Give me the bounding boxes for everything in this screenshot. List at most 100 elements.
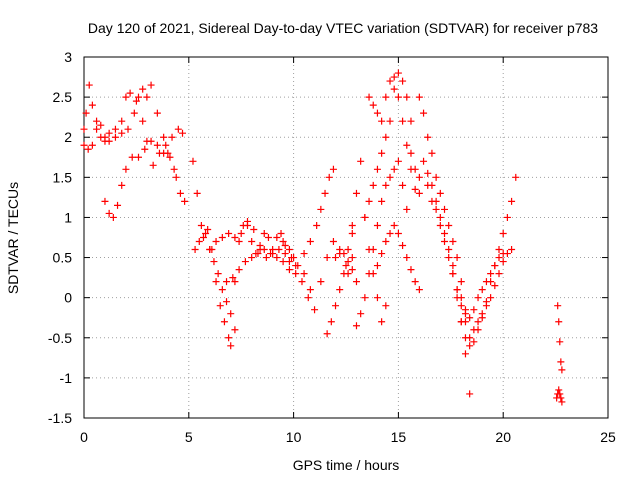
x-tick-labels: 0 5 10 15 20 25 [80, 429, 616, 445]
data-point [214, 270, 222, 278]
data-point [407, 266, 415, 274]
data-point [415, 286, 423, 294]
data-point [382, 133, 390, 141]
data-point [411, 165, 419, 173]
y-tick-label: 2 [64, 129, 72, 145]
data-point [436, 189, 444, 197]
data-point [141, 145, 149, 153]
data-point [344, 258, 352, 266]
data-point [88, 101, 96, 109]
data-point [399, 117, 407, 125]
data-point [285, 246, 293, 254]
data-point [298, 278, 306, 286]
data-point [128, 153, 136, 161]
data-point [323, 330, 331, 338]
data-point [390, 221, 398, 229]
data-point [332, 254, 340, 262]
data-point [204, 225, 212, 233]
data-point [300, 250, 308, 258]
y-tick-label: -1 [60, 370, 73, 386]
data-point [281, 250, 289, 258]
data-point [394, 93, 402, 101]
data-point [369, 181, 377, 189]
y-tick-label: 2.5 [53, 89, 73, 105]
data-point [229, 274, 237, 282]
data-point [555, 318, 563, 326]
data-point [311, 306, 319, 314]
data-point [491, 262, 499, 270]
data-point [235, 266, 243, 274]
data-point [172, 173, 180, 181]
data-point [210, 258, 218, 266]
data-point [275, 246, 283, 254]
data-point [348, 229, 356, 237]
data-point [420, 109, 428, 117]
data-point [248, 254, 256, 262]
data-point [109, 213, 117, 221]
data-point [495, 254, 503, 262]
data-point [348, 221, 356, 229]
data-point [340, 250, 348, 258]
data-point [441, 238, 449, 246]
data-point [285, 266, 293, 274]
data-point [231, 234, 239, 241]
data-point [292, 262, 300, 270]
data-point [105, 209, 113, 217]
data-point [329, 165, 337, 173]
data-point [262, 254, 270, 262]
data-point [558, 398, 566, 406]
data-point [369, 246, 377, 254]
data-point [227, 342, 235, 350]
data-point [457, 278, 465, 286]
data-point [436, 221, 444, 229]
data-point [390, 165, 398, 173]
data-point [411, 185, 419, 193]
data-point [432, 173, 440, 181]
data-point [403, 254, 411, 262]
data-point [348, 254, 356, 262]
data-point [382, 238, 390, 246]
data-point [482, 298, 490, 306]
data-point [352, 189, 360, 197]
x-tick-label: 15 [391, 429, 407, 445]
data-point [292, 270, 300, 278]
data-point [132, 97, 140, 105]
y-tick-label: 0 [64, 290, 72, 306]
data-point [300, 270, 308, 278]
x-tick-label: 10 [286, 429, 302, 445]
data-point [323, 254, 331, 262]
data-point [336, 286, 344, 294]
data-point [191, 246, 199, 254]
data-point [445, 254, 453, 262]
data-point [327, 318, 335, 326]
data-point [428, 149, 436, 157]
data-point [168, 133, 176, 141]
data-point [399, 242, 407, 250]
data-point [441, 229, 449, 237]
data-point [357, 310, 365, 318]
data-point [111, 133, 119, 141]
data-point [373, 109, 381, 117]
data-point [344, 246, 352, 254]
data-point [499, 250, 507, 258]
data-point [478, 286, 486, 294]
data-point [499, 258, 507, 266]
data-point [206, 246, 214, 254]
data-point [453, 286, 461, 294]
data-point [288, 254, 296, 262]
data-point [114, 201, 122, 209]
data-point [220, 318, 228, 326]
data-point [424, 133, 432, 141]
data-point [436, 213, 444, 221]
data-point [193, 189, 201, 197]
data-point [365, 270, 373, 278]
data-point [390, 85, 398, 93]
data-point [231, 278, 239, 286]
data-point [411, 278, 419, 286]
data-point [344, 270, 352, 278]
data-point [153, 109, 161, 117]
data-point [403, 93, 411, 101]
data-point [474, 326, 482, 334]
data-point [449, 270, 457, 278]
